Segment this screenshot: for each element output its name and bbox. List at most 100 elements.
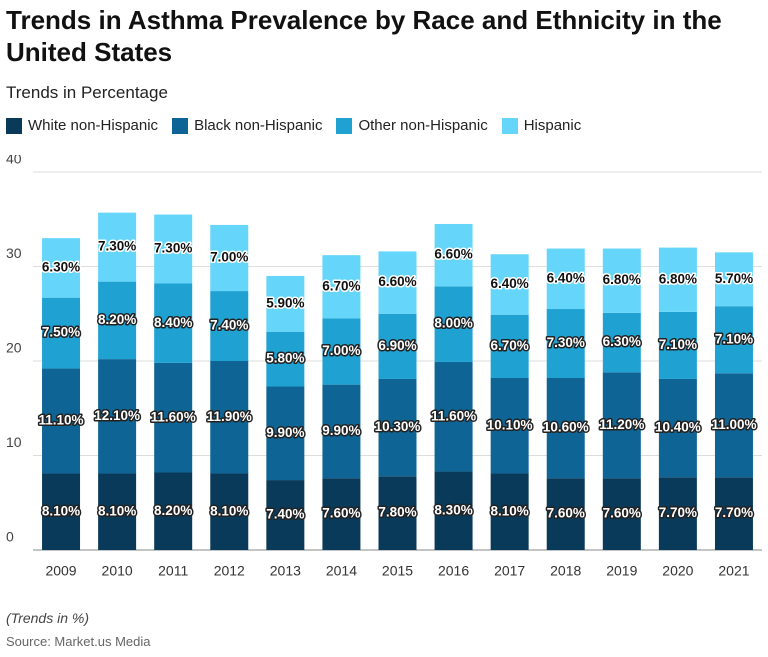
- bar-segment: [154, 214, 193, 284]
- bar-segment: [602, 372, 641, 479]
- bar-segment: [546, 309, 585, 379]
- bar-segment: [658, 247, 697, 312]
- value-label: 8.40%: [154, 315, 192, 330]
- legend-label: Hispanic: [523, 117, 582, 134]
- value-label: 7.70%: [659, 505, 697, 520]
- y-tick-label: 10: [6, 434, 22, 450]
- bar-segment: [714, 477, 753, 550]
- bar-segment: [378, 378, 417, 477]
- value-label: 7.10%: [715, 331, 753, 346]
- legend-item: Black non-Hispanic: [172, 117, 322, 134]
- x-tick-label: 2021: [718, 563, 749, 579]
- bar-segment: [490, 378, 529, 474]
- value-label: 7.40%: [210, 318, 248, 333]
- value-label: 7.50%: [42, 325, 80, 340]
- bar-segment: [322, 478, 361, 550]
- value-label: 6.80%: [603, 272, 641, 287]
- chart-title: Trends in Asthma Prevalence by Race and …: [6, 5, 722, 67]
- x-tick-label: 2009: [45, 563, 76, 579]
- value-label: 5.90%: [266, 295, 304, 310]
- y-tick-label: 20: [6, 340, 22, 356]
- bar-segment: [714, 373, 753, 478]
- value-label: 7.30%: [98, 239, 136, 254]
- value-label: 7.10%: [659, 337, 697, 352]
- bar-segment: [98, 212, 137, 282]
- bar-segment: [434, 361, 473, 472]
- value-label: 6.30%: [603, 334, 641, 349]
- bar-segment: [434, 471, 473, 550]
- value-label: 8.30%: [434, 502, 472, 517]
- bar-segment: [210, 473, 249, 550]
- value-label: 6.80%: [659, 271, 697, 286]
- bar-segment: [714, 306, 753, 374]
- bar-segment: [378, 476, 417, 550]
- value-label: 9.90%: [322, 423, 360, 438]
- value-label: 11.00%: [711, 417, 756, 432]
- value-label: 7.60%: [322, 506, 360, 521]
- x-tick-label: 2011: [158, 563, 188, 579]
- y-tick-label: 30: [6, 245, 22, 261]
- bar-segment: [210, 224, 249, 292]
- legend-label: Other non-Hispanic: [358, 117, 488, 134]
- chart: 0 10 20 30 40 8.10% 11.10% 7.50% 6.30% 2009 8.10% 1…: [6, 155, 762, 579]
- value-label: 7.40%: [266, 507, 304, 522]
- x-tick-label: 2012: [214, 563, 245, 579]
- value-label: 6.90%: [378, 338, 416, 353]
- legend-swatch: [336, 117, 353, 134]
- bar-segment: [42, 297, 81, 369]
- value-label: 8.10%: [98, 503, 136, 518]
- legend-label: Black non-Hispanic: [194, 117, 323, 134]
- bar-segment: [434, 223, 473, 287]
- value-label: 5.80%: [266, 351, 304, 366]
- value-label: 12.10%: [94, 408, 140, 423]
- value-label: 6.70%: [322, 278, 360, 293]
- value-label: 9.90%: [266, 425, 304, 440]
- x-tick-label: 2016: [438, 563, 469, 579]
- bar-segment: [490, 473, 529, 550]
- value-label: 11.10%: [39, 413, 84, 428]
- value-label: 6.30%: [42, 259, 80, 274]
- x-tick-label: 2015: [382, 563, 413, 579]
- value-label: 10.10%: [487, 417, 533, 432]
- x-tick-label: 2013: [270, 563, 301, 579]
- bar-segment: [490, 314, 529, 379]
- legend-swatch: [172, 117, 189, 134]
- legend-item: White non-Hispanic: [6, 117, 158, 134]
- bar-segment: [42, 368, 81, 474]
- bar-segment: [322, 318, 361, 385]
- bar-segment: [546, 378, 585, 479]
- value-label: 7.70%: [715, 505, 753, 520]
- value-label: 7.60%: [603, 506, 641, 521]
- value-label: 6.70%: [491, 338, 529, 353]
- value-label: 5.70%: [715, 271, 753, 286]
- bar-segment: [602, 478, 641, 550]
- value-label: 10.60%: [543, 420, 589, 435]
- legend-item: Hispanic: [501, 117, 582, 134]
- chart-subtitle: Trends in Percentage: [6, 83, 168, 102]
- legend-swatch: [501, 117, 518, 134]
- bar-segment: [658, 378, 697, 478]
- bar-segment: [98, 281, 137, 360]
- value-label: 8.00%: [434, 316, 472, 331]
- bar-segment: [266, 480, 305, 550]
- value-label: 6.40%: [491, 276, 529, 291]
- legend-swatch: [6, 117, 22, 134]
- bar-segment: [658, 477, 697, 550]
- source: Source: Market.us Media: [6, 634, 151, 649]
- value-label: 7.60%: [547, 506, 585, 521]
- note: (Trends in %): [6, 610, 89, 626]
- x-tick-label: 2014: [326, 563, 357, 579]
- legend: White non-Hispanic Black non-Hispanic Othe…: [6, 117, 581, 134]
- bar-segment: [42, 473, 81, 550]
- value-label: 8.10%: [210, 503, 248, 518]
- bar-segment: [266, 275, 305, 332]
- bar-segment: [602, 248, 641, 313]
- x-tick-label: 2018: [550, 563, 581, 579]
- bar-segment: [154, 362, 193, 473]
- bar-segment: [210, 291, 249, 361]
- bar-segment: [378, 251, 417, 314]
- bar-segment: [546, 248, 585, 310]
- value-label: 7.00%: [322, 343, 360, 358]
- value-label: 11.60%: [151, 409, 196, 424]
